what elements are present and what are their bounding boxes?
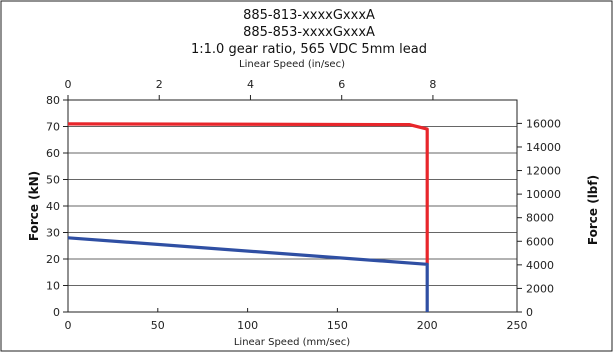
y-left-tick-label: 60 <box>46 147 60 160</box>
top-x-tick-label: 8 <box>429 78 436 91</box>
y-left-tick-label: 0 <box>53 306 60 319</box>
top-x-tick-label: 0 <box>65 78 72 91</box>
y-right-tick-label: 2000 <box>526 282 554 295</box>
series-layer <box>67 122 429 312</box>
y-left-tick-label: 30 <box>46 227 60 240</box>
series-line-blue <box>67 236 429 312</box>
y-left-tick-label: 40 <box>46 200 60 213</box>
chart-title-line-2: 885-853-xxxxGxxxA <box>243 25 375 40</box>
grid-lines <box>68 126 517 286</box>
y-right-tick-label: 0 <box>526 306 533 319</box>
top-x-tick-label: 6 <box>338 78 345 91</box>
top-x-axis-title: Linear Speed (in/sec) <box>239 59 345 70</box>
y-right-tick-label: 8000 <box>526 212 554 225</box>
x-tick-label: 50 <box>151 319 165 332</box>
y-axis-right-title: Force (lbf) <box>586 175 600 245</box>
x-tick-label: 250 <box>507 319 528 332</box>
y-left-tick-label: 10 <box>46 280 60 293</box>
top-x-tick-label: 2 <box>156 78 163 91</box>
y-left-tick-label: 80 <box>46 94 60 107</box>
x-tick-label: 0 <box>65 319 72 332</box>
top-x-tick-label: 4 <box>247 78 254 91</box>
x-tick-label: 100 <box>237 319 258 332</box>
chart-title-line-3: 1:1.0 gear ratio, 565 VDC 5mm lead <box>191 42 427 57</box>
y-right-tick-label: 10000 <box>526 188 561 201</box>
x-tick-label: 150 <box>327 319 348 332</box>
x-axis-title: Linear Speed (mm/sec) <box>234 337 350 348</box>
series-line-red <box>67 122 429 265</box>
x-tick-label: 200 <box>417 319 438 332</box>
y-right-tick-label: 14000 <box>526 141 561 154</box>
y-right-tick-label: 12000 <box>526 165 561 178</box>
chart-title-line-1: 885-813-xxxxGxxxA <box>243 8 375 23</box>
y-left-tick-label: 20 <box>46 253 60 266</box>
y-right-tick-label: 6000 <box>526 235 554 248</box>
y-left-tick-label: 70 <box>46 121 60 134</box>
y-left-tick-label: 50 <box>46 174 60 187</box>
y-right-tick-label: 4000 <box>526 259 554 272</box>
y-right-tick-label: 16000 <box>526 117 561 130</box>
y-axis-left-title: Force (kN) <box>27 171 41 241</box>
